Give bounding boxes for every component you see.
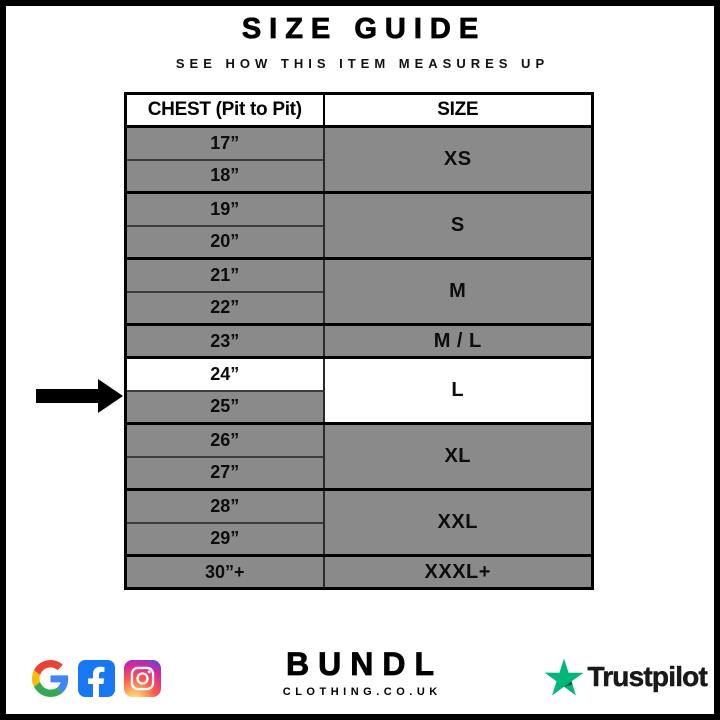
chest-cell: 28”: [124, 488, 325, 523]
size-cell: S: [322, 191, 594, 259]
table-row: 18”: [124, 158, 593, 193]
size-cell: M: [322, 257, 594, 325]
table-row: 30”+ XXXL+: [124, 554, 594, 589]
chest-cell: 23”: [124, 323, 325, 358]
chest-cell: 22”: [124, 290, 325, 325]
trustpilot-star-icon: [544, 657, 584, 697]
brand-logo: BUNDL CLOTHING.CO.UK: [0, 646, 720, 698]
table-row: 29”: [124, 521, 593, 556]
table-row: 19” S: [124, 191, 594, 259]
chest-column-header: CHEST (Pit to Pit): [124, 92, 325, 128]
arrow-shaft: [36, 388, 98, 403]
size-table-body: 17” XS 18” 19” S 20” 21” M 22” 23” M / L 24” L 25” 26”…: [124, 125, 594, 589]
chest-cell: 26”: [124, 422, 325, 457]
size-cell: M / L: [322, 323, 594, 358]
table-row: 28” XXL: [124, 488, 594, 556]
chest-cell: 25”: [124, 389, 325, 424]
selected-size-arrow-icon: [36, 377, 124, 414]
table-row: 21” M: [124, 257, 594, 325]
table-row: 26” XL: [124, 422, 594, 490]
facebook-icon[interactable]: [78, 660, 115, 697]
chest-cell: 29”: [124, 521, 325, 556]
chest-cell: 19”: [124, 191, 325, 226]
table-row: 20”: [124, 224, 593, 259]
chest-cell: 17”: [124, 125, 325, 160]
size-guide-table: CHEST (Pit to Pit) SIZE 17” XS 18” 19” S 20” 2…: [124, 92, 594, 590]
brand-name: BUNDL: [286, 646, 443, 683]
header-row: CHEST (Pit to Pit) SIZE: [124, 92, 594, 128]
page-title: SIZE GUIDE: [241, 13, 487, 46]
size-cell: XL: [322, 422, 594, 490]
table-row: 27”: [124, 455, 593, 490]
chest-cell: 24”: [124, 356, 325, 391]
chest-cell: 30”+: [124, 554, 325, 589]
table-row: 25”: [124, 389, 593, 424]
size-cell: XXXL+: [322, 554, 594, 589]
table-row: 23” M / L: [124, 323, 594, 358]
brand-tagline: CLOTHING.CO.UK: [282, 686, 442, 698]
google-icon[interactable]: [32, 660, 69, 697]
page-subtitle: SEE HOW THIS ITEM MEASURES UP: [175, 56, 550, 71]
arrow-head: [98, 378, 123, 413]
chest-cell: 20”: [124, 224, 325, 259]
chest-cell: 21”: [124, 257, 325, 292]
size-guide-table-wrap: CHEST (Pit to Pit) SIZE 17” XS 18” 19” S 20” 2…: [124, 92, 594, 590]
table-row: 17” XS: [124, 125, 594, 193]
social-icons: [32, 660, 161, 697]
size-cell: L: [322, 356, 594, 424]
chest-cell: 18”: [124, 158, 325, 193]
trustpilot-label: Trustpilot: [587, 661, 708, 693]
table-row: 24” L: [124, 356, 594, 424]
size-cell: XS: [322, 125, 594, 193]
table-row: 22”: [124, 290, 593, 325]
size-column-header: SIZE: [322, 92, 594, 128]
chest-cell: 27”: [124, 455, 325, 490]
instagram-icon[interactable]: [124, 660, 161, 697]
trustpilot-logo[interactable]: Trustpilot: [544, 657, 708, 697]
size-cell: XXL: [322, 488, 594, 556]
